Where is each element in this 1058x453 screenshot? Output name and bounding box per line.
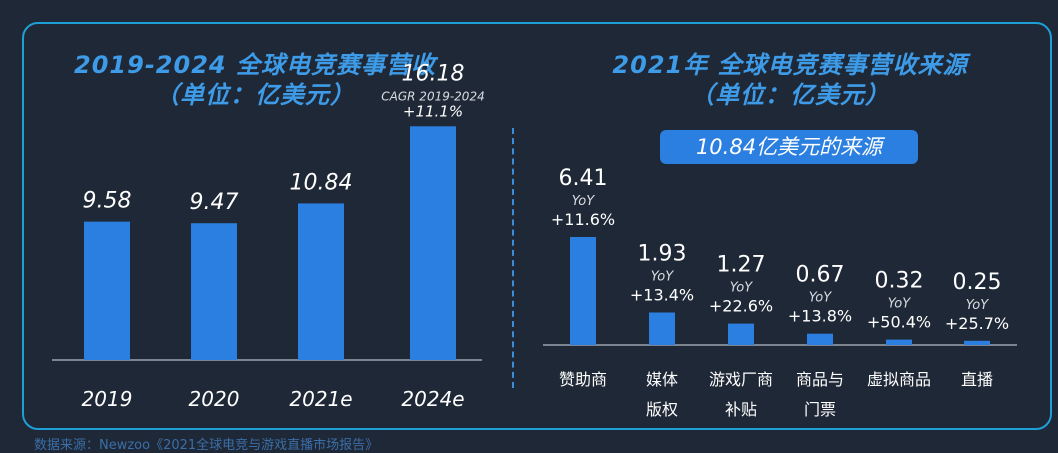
right-x-tick-label: 补贴 xyxy=(725,400,757,419)
right-x-tick-label: 媒体 xyxy=(646,370,678,389)
right-value-label: 1.93 xyxy=(638,241,687,266)
left-bar-2019 xyxy=(84,221,130,360)
right-yoy-value: +13.8% xyxy=(788,307,852,326)
right-yoy-label: YoY xyxy=(730,281,753,296)
right-x-tick-label: 直播 xyxy=(961,370,993,389)
right-x-tick-label: 门票 xyxy=(804,400,836,419)
right-bar-6 xyxy=(964,340,990,345)
left-x-tick-label: 2021e xyxy=(289,387,352,411)
right-title-line1: 2021年 全球电竞赛事营收来源 xyxy=(612,51,968,79)
right-title-line2: （单位：亿美元） xyxy=(690,81,890,109)
right-value-label: 0.67 xyxy=(796,263,845,288)
left-x-tick-label: 2020 xyxy=(189,387,240,411)
right-yoy-label: YoY xyxy=(651,269,674,284)
right-yoy-value: +13.4% xyxy=(630,285,694,304)
right-yoy-value: +22.6% xyxy=(709,297,773,316)
left-bar-2024e xyxy=(410,126,456,361)
panel-divider xyxy=(512,128,514,388)
chart-frame xyxy=(22,22,1052,430)
cagr-annotation-value: +11.1% xyxy=(403,102,463,120)
left-value-label: 10.84 xyxy=(290,170,353,195)
right-yoy-value: +25.7% xyxy=(945,314,1009,333)
left-title-line2: （单位：亿美元） xyxy=(155,81,355,109)
left-x-tick-label: 2019 xyxy=(82,387,133,411)
right-value-label: 6.41 xyxy=(559,166,608,191)
right-yoy-label: YoY xyxy=(572,194,595,209)
right-yoy-value: +11.6% xyxy=(551,210,615,229)
left-value-label: 9.47 xyxy=(190,190,239,215)
right-bar-3 xyxy=(728,323,754,345)
right-yoy-label: YoY xyxy=(966,298,989,313)
right-x-tick-label: 版权 xyxy=(646,400,678,419)
right-value-label: 1.27 xyxy=(717,253,766,278)
left-bar-2021e xyxy=(298,203,344,360)
source-note: 数据来源：Newzoo《2021全球电竞与游戏直播市场报告》 xyxy=(34,438,379,453)
left-title-line1: 2019-2024 全球电竞赛事营收 xyxy=(74,51,436,79)
right-x-tick-label: 赞助商 xyxy=(559,370,607,389)
right-bar-4 xyxy=(807,333,833,345)
right-yoy-label: YoY xyxy=(809,291,832,306)
right-bar-1 xyxy=(570,237,596,345)
right-bar-2 xyxy=(649,312,675,345)
right-value-label: 0.32 xyxy=(875,269,924,294)
right-yoy-label: YoY xyxy=(888,297,911,312)
left-x-tick-label: 2024e xyxy=(401,387,464,411)
right-bar-5 xyxy=(886,339,912,345)
left-bar-2020 xyxy=(191,223,237,360)
left-chart-title: 2019-2024 全球电竞赛事营收 （单位：亿美元） xyxy=(40,50,470,110)
right-x-tick-label: 虚拟商品 xyxy=(867,370,931,389)
right-x-tick-label: 游戏厂商 xyxy=(709,370,773,389)
right-yoy-value: +50.4% xyxy=(867,313,931,332)
right-chart-title: 2021年 全球电竞赛事营收来源 （单位：亿美元） xyxy=(560,50,1020,110)
total-source-badge: 10.84亿美元的来源 xyxy=(660,130,918,164)
cagr-annotation-label: CAGR 2019-2024 xyxy=(381,89,484,103)
right-value-label: 0.25 xyxy=(953,270,1002,295)
left-value-label: 16.18 xyxy=(402,61,465,86)
right-x-tick-label: 商品与 xyxy=(796,370,844,389)
left-value-label: 9.58 xyxy=(83,189,132,214)
